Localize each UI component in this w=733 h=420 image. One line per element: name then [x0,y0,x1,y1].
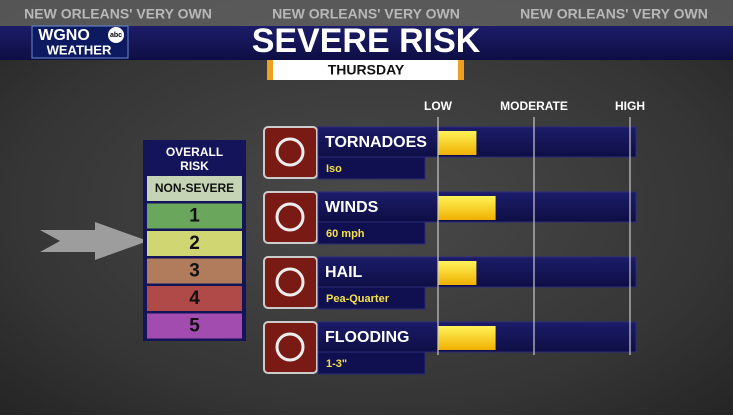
hazard-icon-box [263,126,318,179]
hazard-detail-bar [317,221,426,245]
hazard-level-bar [438,261,477,285]
hazard-detail-bar [317,156,426,180]
hazard-detail: Iso [326,163,342,175]
hazard-name: TORNADOES [325,134,427,151]
hazard-icon [275,202,305,232]
risk-title: OVERALL RISK [166,145,223,173]
hazard-detail: 60 mph [326,228,365,240]
risk-level-label: 3 [189,261,200,282]
risk-level [147,286,242,311]
logo-station: WGNO [38,27,90,44]
hazard-level-bar [438,131,477,155]
scale-label: LOW [424,99,453,113]
risk-level [147,203,242,229]
hazard-icon-box [263,256,318,309]
hazard-name: FLOODING [325,329,409,346]
hazard-name-bar [317,126,637,158]
hazard-detail-bar [317,351,426,375]
hazard-icon [275,137,305,167]
scale-label: HIGH [615,99,645,113]
risk-level [147,258,242,284]
risk-level-label: NON-SEVERE [155,181,234,195]
hazard-icon-box [263,191,318,244]
title: SEVERE RISK [252,22,481,60]
risk-level-label: 5 [189,316,200,337]
hazard-icon-box [263,321,318,374]
risk-level-label: 4 [189,288,200,309]
hazard-level-bar [438,196,496,220]
hazard-level-bar [438,326,496,350]
tagline: NEW ORLEANS' VERY OWN [520,6,708,22]
hazard-icon [275,332,305,362]
day-box [273,60,458,80]
tagline: NEW ORLEANS' VERY OWN [272,6,460,22]
hazard-icon [275,267,305,297]
hazard-name: HAIL [325,264,363,281]
logo-badge [108,27,124,43]
hazard-name: WINDS [325,199,379,216]
scale-label: MODERATE [500,99,568,113]
tagline-strip [0,0,733,27]
arrow [40,222,148,260]
risk-level [147,176,242,201]
logo-brand: WEATHER [47,42,112,57]
risk-level-label: 1 [189,206,200,227]
hazard-detail: Pea-Quarter [326,293,390,305]
risk-level [147,313,242,339]
tagline: NEW ORLEANS' VERY OWN [24,6,212,22]
hazard-detail: 1-3" [326,358,347,370]
risk-level [147,231,242,256]
hazard-name-bar [317,256,637,288]
risk-level-label: 2 [189,233,200,254]
day: THURSDAY [328,62,405,78]
logo-network: abc [110,32,122,39]
hazard-detail-bar [317,286,426,310]
